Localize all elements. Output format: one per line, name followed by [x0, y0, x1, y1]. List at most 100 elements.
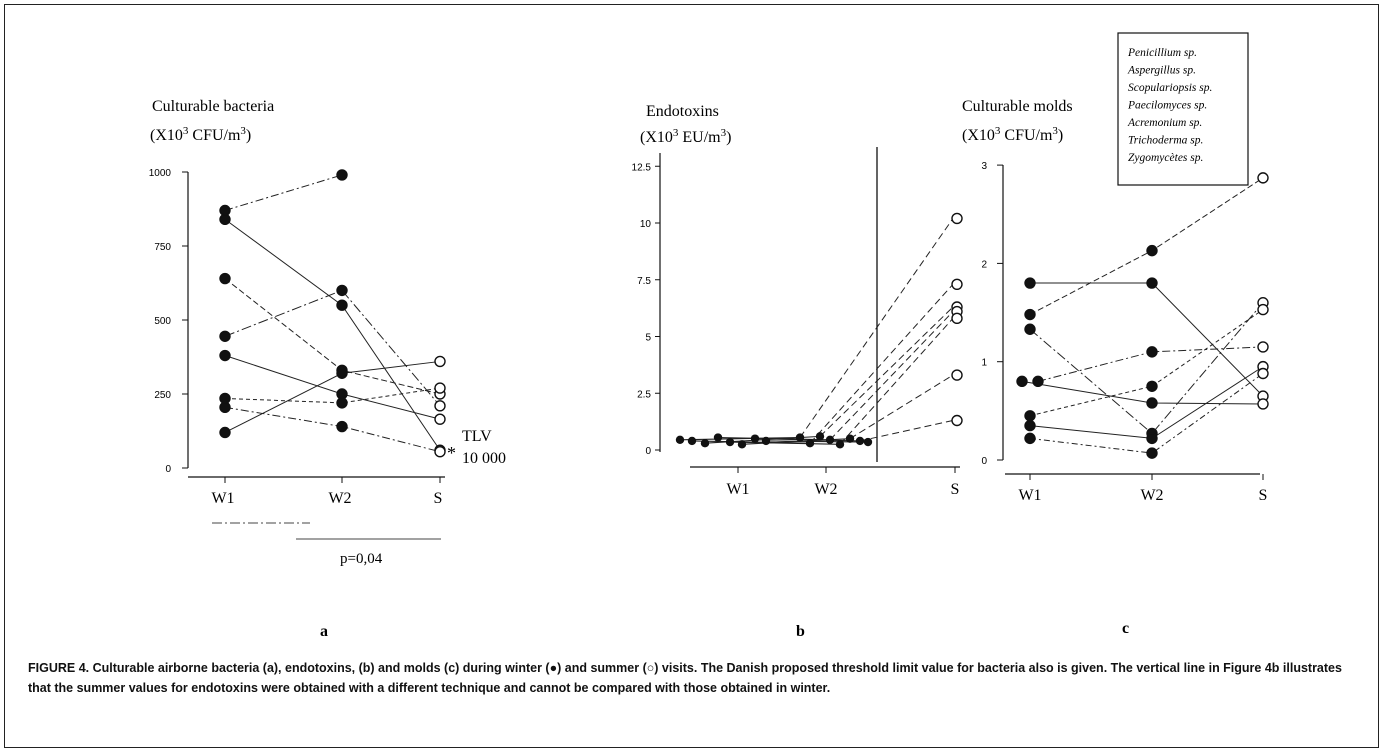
panel-c-legend-box	[1117, 32, 1249, 186]
panel-c: Culturable molds (X103 CFU/m3) 0 1 2 3 W1 W2…	[962, 32, 1269, 637]
b-summer-line-4	[839, 318, 954, 445]
a-point-5-1	[336, 397, 348, 409]
panel-b-points	[675, 212, 963, 449]
a-point-3-0	[219, 330, 231, 342]
panel-a-y-ticks: 0 250 500 750 1000	[149, 168, 188, 475]
a-point-3-1	[336, 284, 348, 297]
b-ytick-label-1: 2.5	[637, 389, 651, 400]
tlv-value: 10 000	[462, 450, 506, 467]
b-point-w2-1	[805, 438, 815, 448]
a-ytick-label-1: 250	[154, 390, 171, 401]
b-summer-line-2	[819, 306, 954, 437]
c-xtick-label-1: W2	[1140, 487, 1163, 504]
a-series-line-7	[224, 360, 441, 433]
c-point-0-1	[1146, 277, 1158, 289]
c-point-3-2	[1257, 398, 1269, 410]
b-ytick-label-3: 7.5	[637, 276, 651, 287]
b-point-w1-7	[761, 436, 771, 446]
a-point-6-2	[434, 446, 446, 458]
a-xtick-label-1: W2	[328, 490, 351, 507]
c-point-5-2	[1257, 341, 1269, 353]
c-point-1-1	[1146, 244, 1158, 257]
b-point-s-5	[951, 369, 963, 381]
c-point-2-0	[1024, 323, 1036, 335]
c-point-5-0	[1032, 375, 1044, 388]
p-value: p=0,04	[340, 551, 383, 567]
b-point-w1-5	[737, 440, 747, 449]
a-point-3-2	[434, 400, 446, 412]
a-ytick-label-2: 500	[154, 316, 171, 327]
panel-a-label: a	[320, 623, 328, 640]
c-series-line-2	[1029, 302, 1264, 435]
c-point-5-1	[1146, 346, 1158, 358]
tlv-label: TLV	[462, 428, 492, 445]
c-point-7-0	[1024, 432, 1036, 445]
c-ytick-label-2: 2	[981, 259, 987, 270]
b-summer-line-6	[859, 420, 954, 442]
b-summer-line-0	[799, 218, 954, 438]
c-ytick-label-1: 1	[981, 358, 987, 369]
panel-c-legend: Penicillium sp. Aspergillus sp. Scopulario…	[1127, 47, 1212, 164]
a-ytick-label-0: 0	[165, 464, 171, 475]
c-series-line-1	[1029, 177, 1264, 315]
a-series-line-3	[224, 289, 441, 407]
b-winter-line-4	[729, 441, 841, 445]
c-point-7-1	[1146, 447, 1158, 459]
b-point-w1-4	[725, 437, 735, 447]
c-ytick-label-3: 3	[981, 161, 987, 172]
b-point-s-1	[951, 278, 963, 290]
b-point-s-6	[951, 414, 963, 427]
c-point-6-1	[1146, 432, 1158, 445]
c-point-4-0	[1024, 410, 1036, 422]
b-point-w1-2	[700, 438, 710, 448]
c-series-line-3	[1021, 380, 1264, 405]
a-point-5-2	[434, 382, 446, 394]
panel-a-x-ticks: W1 W2 S	[211, 477, 442, 507]
panel-a-ylabel: (X103 CFU/m3)	[150, 125, 251, 144]
a-point-4-0	[219, 349, 231, 362]
b-winter-line-6	[754, 438, 861, 442]
c-point-3-1	[1146, 397, 1158, 409]
b-ytick-label-4: 10	[640, 219, 652, 230]
b-point-w1-1	[687, 436, 697, 446]
c-point-4-2	[1257, 303, 1269, 316]
b-point-w2-4	[835, 440, 845, 449]
b-point-w2-7	[863, 437, 873, 447]
b-winter-line-0	[679, 436, 801, 441]
panel-a-points	[219, 169, 446, 458]
a-series-line-0	[224, 174, 343, 211]
tlv-marker: *	[447, 443, 456, 463]
c-xtick-label-2: S	[1259, 487, 1268, 504]
panel-c-x-ticks: W1 W2 S	[1018, 474, 1267, 504]
a-xtick-label-0: W1	[211, 490, 234, 507]
b-point-w1-0	[675, 435, 685, 444]
panel-c-y-ticks: 0 1 2 3	[981, 161, 1003, 467]
b-ytick-label-5: 12.5	[632, 162, 652, 173]
a-ytick-label-3: 750	[154, 242, 171, 253]
panel-b-label: b	[796, 623, 805, 640]
panel-c-points	[1016, 172, 1269, 459]
a-point-6-0	[219, 401, 231, 414]
c-point-3-0	[1016, 375, 1028, 388]
a-ytick-label-4: 1000	[149, 168, 172, 179]
b-xtick-label-2: S	[951, 481, 960, 498]
c-legend-item-4: Acremonium sp.	[1127, 117, 1202, 129]
b-summer-line-5	[849, 374, 954, 440]
c-legend-item-5: Trichoderma sp.	[1128, 135, 1203, 147]
b-point-w2-6	[855, 436, 865, 446]
b-summer-line-1	[809, 283, 954, 444]
a-point-2-0	[219, 272, 231, 285]
c-series-line-4	[1029, 309, 1264, 417]
b-summer-line-3	[829, 311, 954, 441]
a-point-4-2	[434, 413, 446, 425]
b-point-w2-0	[795, 433, 805, 442]
b-ytick-label-2: 5	[645, 333, 651, 344]
c-point-6-0	[1024, 419, 1036, 432]
figure-frame	[4, 4, 1379, 748]
panel-a: Culturable bacteria (X103 CFU/m3) 0 250 50…	[149, 98, 506, 640]
c-xtick-label-0: W1	[1018, 487, 1041, 504]
panel-c-title: Culturable molds	[962, 98, 1073, 115]
c-series-line-0	[1030, 282, 1264, 397]
a-point-7-1	[336, 367, 348, 379]
